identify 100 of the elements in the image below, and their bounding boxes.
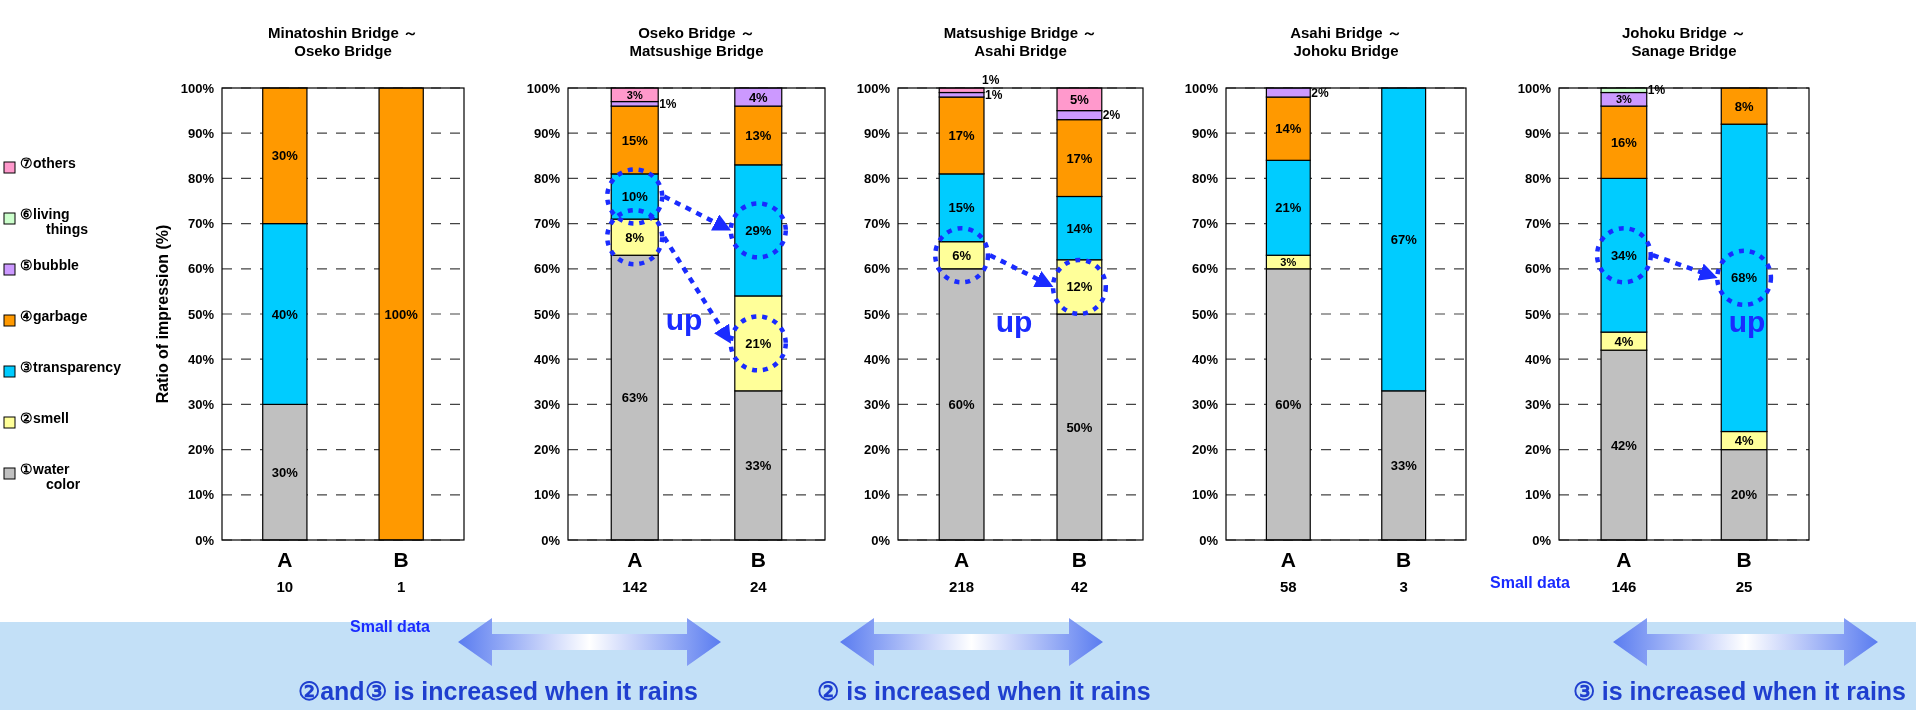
x-tick-label: B bbox=[393, 547, 409, 571]
y-tick-label: 80% bbox=[533, 171, 561, 187]
data-label: 5% bbox=[1070, 91, 1090, 107]
text: 146 bbox=[1611, 578, 1637, 595]
data-label: 15% bbox=[948, 200, 976, 216]
data-label: 14% bbox=[1066, 220, 1093, 236]
text: 218 bbox=[949, 578, 975, 595]
y-tick-label: 10% bbox=[187, 487, 215, 503]
data-label: 13% bbox=[745, 128, 772, 144]
y-tick-label: 70% bbox=[533, 216, 561, 232]
y-tick-label: 40% bbox=[533, 351, 561, 367]
data-label: 42% bbox=[1610, 437, 1638, 453]
data-label: 67% bbox=[1390, 231, 1418, 247]
y-tick-label: 0% bbox=[541, 532, 561, 548]
annotation: up bbox=[665, 303, 703, 336]
data-label: 4% bbox=[1734, 433, 1754, 449]
y-tick-label: 100% bbox=[1184, 80, 1219, 96]
data-label: 50% bbox=[1066, 419, 1093, 435]
legend-label: ②smell bbox=[20, 410, 69, 426]
data-label: 14% bbox=[1275, 121, 1302, 137]
annotation: up bbox=[995, 305, 1033, 338]
y-tick-label: 70% bbox=[1524, 216, 1552, 232]
x-tick-label: A bbox=[627, 547, 643, 571]
text: 3 bbox=[1399, 578, 1408, 595]
text: 1 bbox=[397, 578, 406, 595]
data-label: 63% bbox=[621, 390, 649, 406]
y-tick-label: 30% bbox=[533, 397, 561, 413]
data-label: 100% bbox=[384, 306, 419, 322]
data-label: 3% bbox=[1280, 255, 1297, 268]
text: 10 bbox=[276, 578, 294, 595]
data-label: 40% bbox=[271, 306, 299, 322]
y-tick-label: 60% bbox=[1524, 261, 1552, 277]
y-tick-label: 70% bbox=[863, 216, 891, 232]
data-label: 33% bbox=[1390, 457, 1418, 473]
data-label: 21% bbox=[1275, 200, 1302, 216]
legend-label: ③transparency bbox=[20, 359, 122, 375]
y-tick-label: 20% bbox=[1524, 442, 1552, 458]
x-tick-label: B bbox=[1736, 547, 1752, 571]
data-label: 29% bbox=[745, 222, 772, 238]
y-tick-label: 0% bbox=[871, 532, 891, 548]
x-tick-label: A bbox=[277, 547, 293, 571]
text: 25 bbox=[1735, 578, 1753, 595]
y-tick-label: 30% bbox=[187, 397, 215, 413]
legend-label: ⑥living things bbox=[20, 206, 89, 238]
x-tick-label: A bbox=[1616, 547, 1632, 571]
y-tick-label: 100% bbox=[180, 80, 215, 96]
data-label: 1% bbox=[981, 73, 1000, 87]
y-tick-label: 100% bbox=[856, 80, 891, 96]
data-label: 30% bbox=[271, 464, 299, 480]
chart-title: Johoku Bridge ～ Sanage Bridge bbox=[1621, 24, 1747, 59]
data-label: 2% bbox=[1311, 85, 1329, 100]
x-tick-label: B bbox=[1396, 547, 1412, 571]
y-tick-label: 40% bbox=[1191, 351, 1219, 367]
y-tick-label: 10% bbox=[1524, 487, 1552, 503]
data-label: 4% bbox=[748, 89, 769, 105]
y-tick-label: 50% bbox=[187, 306, 215, 322]
data-label: 60% bbox=[1275, 396, 1302, 412]
annotation: up bbox=[1728, 305, 1766, 338]
data-label: 3% bbox=[1615, 93, 1633, 106]
y-tick-label: 40% bbox=[1524, 351, 1552, 367]
data-label: 1% bbox=[659, 97, 677, 112]
y-tick-label: 30% bbox=[863, 397, 891, 413]
y-tick-label: 70% bbox=[1191, 216, 1219, 232]
y-axis-title: Ratio of impression (%) bbox=[154, 224, 171, 404]
y-tick-label: 0% bbox=[1532, 532, 1552, 548]
y-tick-label: 90% bbox=[1191, 125, 1219, 141]
data-label: 60% bbox=[948, 396, 976, 412]
y-tick-label: 80% bbox=[187, 171, 215, 187]
y-tick-label: 100% bbox=[1517, 80, 1552, 96]
y-tick-label: 90% bbox=[1524, 125, 1552, 141]
text: ②and③ is increased when it rains bbox=[298, 677, 698, 705]
chart-title: Oseko Bridge ～ Matsushige Bridge bbox=[629, 24, 764, 59]
x-tick-label: B bbox=[750, 547, 766, 571]
text: 142 bbox=[622, 578, 648, 595]
text: Small data bbox=[349, 618, 431, 635]
y-tick-label: 50% bbox=[1524, 306, 1552, 322]
text: 58 bbox=[1279, 578, 1297, 595]
y-tick-label: 20% bbox=[187, 442, 215, 458]
chart-title: Minatoshin Bridge ～ Oseko Bridge bbox=[268, 24, 418, 59]
data-label: 20% bbox=[1731, 487, 1758, 503]
y-tick-label: 90% bbox=[533, 125, 561, 141]
legend-label: ⑦others bbox=[20, 155, 76, 171]
y-tick-label: 20% bbox=[533, 442, 561, 458]
y-tick-label: 60% bbox=[1191, 261, 1219, 277]
y-tick-label: 60% bbox=[533, 261, 561, 277]
data-label: 12% bbox=[1066, 279, 1093, 295]
text: 42 bbox=[1071, 578, 1088, 595]
data-label: 68% bbox=[1731, 270, 1758, 286]
y-tick-label: 50% bbox=[533, 306, 561, 322]
y-tick-label: 10% bbox=[1191, 487, 1219, 503]
y-tick-label: 30% bbox=[1524, 397, 1552, 413]
y-tick-label: 50% bbox=[1191, 306, 1219, 322]
y-tick-label: 10% bbox=[533, 487, 561, 503]
data-label: 1% bbox=[984, 87, 1003, 102]
data-label: 3% bbox=[626, 88, 643, 101]
y-tick-label: 70% bbox=[187, 216, 215, 232]
data-label: 21% bbox=[745, 335, 772, 351]
text: 24 bbox=[749, 578, 768, 595]
y-tick-label: 40% bbox=[863, 351, 891, 367]
y-tick-label: 30% bbox=[1191, 397, 1219, 413]
